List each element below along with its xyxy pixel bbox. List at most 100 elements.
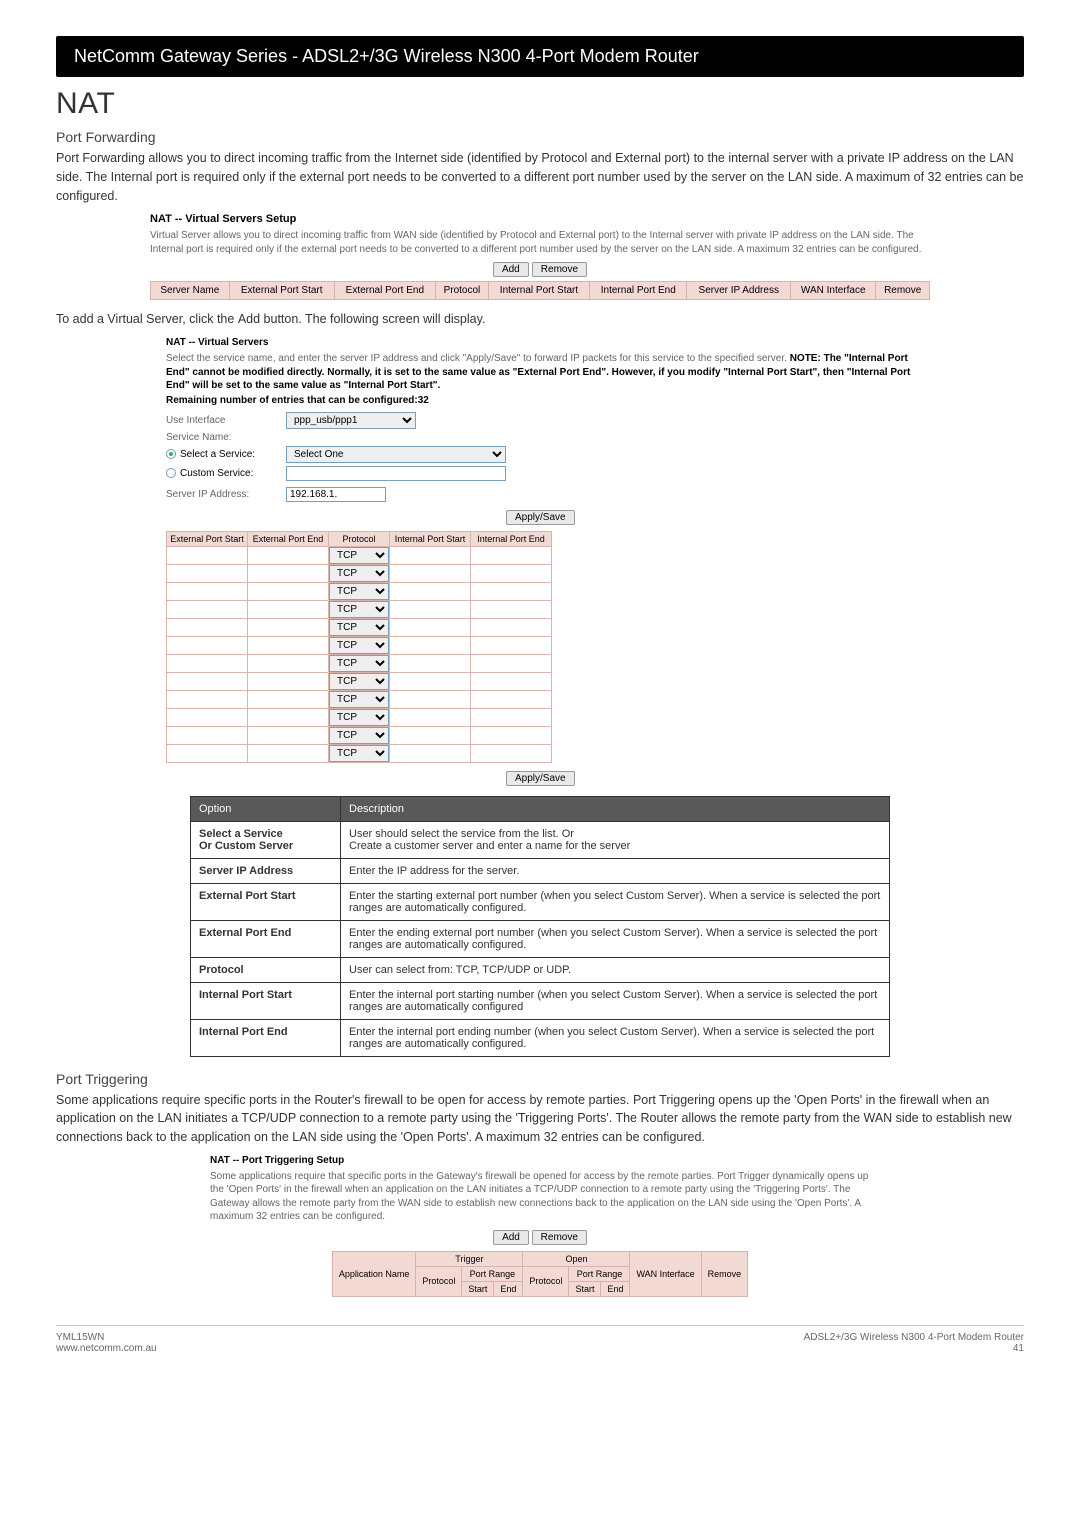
port-cell[interactable]	[167, 547, 247, 563]
vss-col: External Port End	[334, 282, 435, 300]
port-cell[interactable]	[390, 583, 470, 599]
pts-col-remove: Remove	[701, 1251, 748, 1296]
port-cell[interactable]	[167, 727, 247, 743]
port-cell[interactable]	[390, 691, 470, 707]
port-cell[interactable]	[390, 745, 470, 761]
use-interface-label: Use Interface	[166, 415, 276, 426]
port-cell[interactable]	[167, 655, 247, 671]
opt-header-option: Option	[191, 796, 341, 821]
port-cell[interactable]	[167, 619, 247, 635]
proto-select[interactable]: TCP	[329, 637, 389, 654]
port-cell[interactable]	[471, 727, 551, 743]
port-cell[interactable]	[471, 547, 551, 563]
port-cell[interactable]	[471, 673, 551, 689]
port-cell[interactable]	[390, 547, 470, 563]
port-cell[interactable]	[471, 637, 551, 653]
port-cell[interactable]	[248, 709, 328, 725]
pts-add-button[interactable]: Add	[493, 1230, 529, 1245]
opt-desc: Enter the internal port starting number …	[341, 982, 890, 1019]
pts-open-start: Start	[569, 1281, 601, 1296]
port-cell[interactable]	[248, 601, 328, 617]
port-cell[interactable]	[390, 601, 470, 617]
proto-select[interactable]: TCP	[329, 547, 389, 564]
port-cell[interactable]	[248, 745, 328, 761]
port-cell[interactable]	[167, 601, 247, 617]
port-cell[interactable]	[471, 601, 551, 617]
port-cell[interactable]	[390, 655, 470, 671]
port-cell[interactable]	[248, 583, 328, 599]
add-caption: To add a Virtual Server, click the Add b…	[56, 310, 1024, 329]
port-cell[interactable]	[248, 673, 328, 689]
header-band: NetComm Gateway Series - ADSL2+/3G Wirel…	[56, 36, 1024, 77]
port-cell[interactable]	[167, 691, 247, 707]
port-cell[interactable]	[248, 547, 328, 563]
footer-left-1: YML15WN	[56, 1332, 157, 1343]
port-cell[interactable]	[390, 727, 470, 743]
apply-save-bottom[interactable]: Apply/Save	[506, 771, 575, 786]
port-cell[interactable]	[471, 709, 551, 725]
port-cell[interactable]	[471, 619, 551, 635]
port-cell[interactable]	[248, 565, 328, 581]
port-cell[interactable]	[167, 565, 247, 581]
service-name-label: Service Name:	[166, 432, 276, 443]
port-cell[interactable]	[390, 709, 470, 725]
apply-save-top[interactable]: Apply/Save	[506, 510, 575, 525]
proto-select[interactable]: TCP	[329, 709, 389, 726]
port-cell[interactable]	[471, 565, 551, 581]
select-service-radio[interactable]	[166, 449, 176, 459]
port-cell[interactable]	[248, 637, 328, 653]
proto-select[interactable]: TCP	[329, 745, 389, 762]
port-cell[interactable]	[248, 655, 328, 671]
port-cell[interactable]	[471, 583, 551, 599]
port-cell[interactable]	[248, 619, 328, 635]
port-cell[interactable]	[471, 655, 551, 671]
use-interface-select[interactable]: ppp_usb/ppp1	[286, 412, 416, 429]
select-service-select[interactable]: Select One	[286, 446, 506, 463]
proto-select[interactable]: TCP	[329, 691, 389, 708]
proto-select[interactable]: TCP	[329, 655, 389, 672]
vss-remove-button[interactable]: Remove	[532, 262, 587, 277]
add-remaining: Remaining number of entries that can be …	[166, 395, 916, 406]
port-cell[interactable]	[471, 691, 551, 707]
page-title: NAT	[56, 87, 1024, 121]
t12-col: External Port Start	[167, 531, 248, 546]
pts-title: NAT -- Port Triggering Setup	[210, 1155, 870, 1166]
custom-service-radio[interactable]	[166, 468, 176, 478]
port-cell[interactable]	[248, 727, 328, 743]
proto-select[interactable]: TCP	[329, 601, 389, 618]
proto-select[interactable]: TCP	[329, 565, 389, 582]
proto-select[interactable]: TCP	[329, 673, 389, 690]
port-cell[interactable]	[390, 619, 470, 635]
pts-remove-button[interactable]: Remove	[532, 1230, 587, 1245]
pts-trigger-end: End	[494, 1281, 523, 1296]
port-cell[interactable]	[167, 709, 247, 725]
port-cell[interactable]	[471, 745, 551, 761]
pts-col-appname: Application Name	[332, 1251, 416, 1296]
port-cell[interactable]	[390, 565, 470, 581]
port-cell[interactable]	[167, 637, 247, 653]
opt-name: Internal Port Start	[191, 982, 341, 1019]
pts-trigger-start: Start	[462, 1281, 494, 1296]
add-server-form: NAT -- Virtual Servers Select the servic…	[166, 337, 916, 786]
opt-header-desc: Description	[341, 796, 890, 821]
port-cell[interactable]	[167, 673, 247, 689]
t12-col: Protocol	[329, 531, 390, 546]
opt-desc: Enter the IP address for the server.	[341, 858, 890, 883]
custom-service-label: Custom Service:	[180, 468, 253, 479]
custom-service-input[interactable]	[286, 466, 506, 481]
proto-select[interactable]: TCP	[329, 619, 389, 636]
server-ip-label: Server IP Address:	[166, 489, 276, 500]
opt-name: External Port End	[191, 920, 341, 957]
proto-select[interactable]: TCP	[329, 727, 389, 744]
port-cell[interactable]	[248, 691, 328, 707]
port-cell[interactable]	[167, 583, 247, 599]
port-cell[interactable]	[390, 673, 470, 689]
opt-name: Protocol	[191, 957, 341, 982]
port-cell[interactable]	[390, 637, 470, 653]
server-ip-input[interactable]	[286, 487, 386, 502]
vss-add-button[interactable]: Add	[493, 262, 529, 277]
proto-select[interactable]: TCP	[329, 583, 389, 600]
opt-desc: User should select the service from the …	[341, 821, 890, 858]
port-cell[interactable]	[167, 745, 247, 761]
pts-trigger-proto: Protocol	[416, 1266, 462, 1296]
